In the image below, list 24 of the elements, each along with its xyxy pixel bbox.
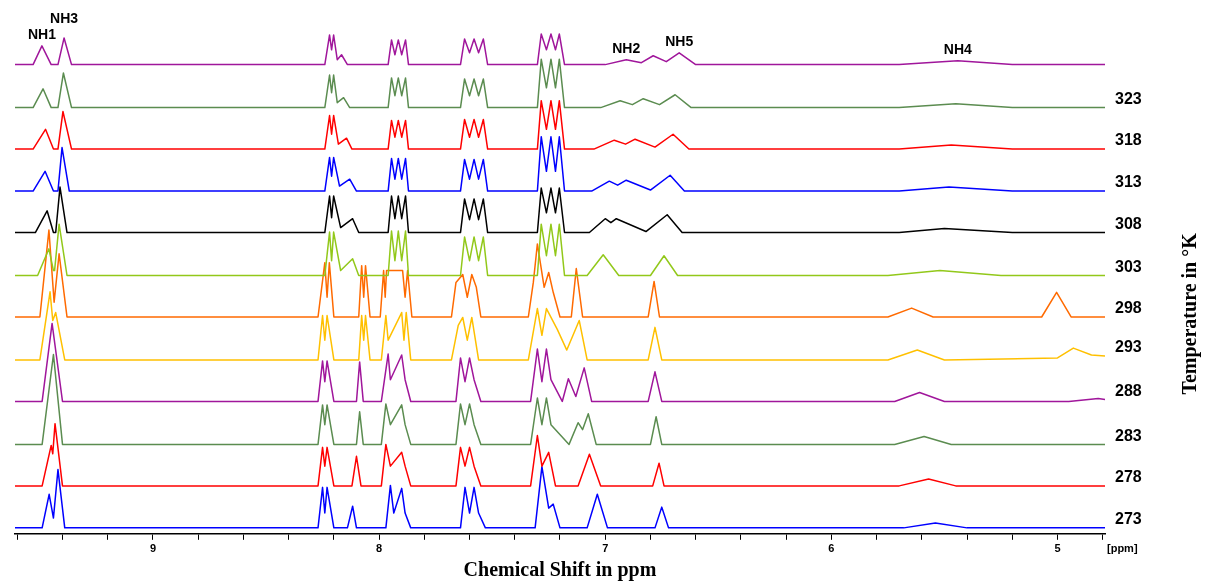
series-label: 273 (1115, 510, 1142, 528)
y-axis-title: Temperature in °K (1178, 232, 1202, 395)
x-axis-title: Chemical Shift in ppm (463, 558, 657, 582)
annotation: NH4 (943, 40, 972, 57)
series-label: 318 (1115, 131, 1142, 149)
series-label: 293 (1115, 338, 1142, 356)
series-label: 323 (1115, 89, 1142, 107)
annotation: NH5 (665, 32, 694, 49)
x-tick-label: 9 (149, 542, 157, 555)
annotation: NH3 (50, 9, 79, 26)
x-tick-label: 7 (602, 542, 609, 555)
x-tick-label: 6 (828, 542, 835, 555)
series-label: 283 (1115, 426, 1142, 444)
series-label: 278 (1115, 468, 1142, 486)
annotation: NH2 (612, 39, 641, 56)
annotation: NH1 (27, 25, 57, 42)
x-tick-label: 5 (1054, 542, 1061, 555)
series-label: 308 (1115, 214, 1142, 232)
series-label: 313 (1115, 173, 1142, 191)
text: [ppm] (1107, 542, 1138, 555)
series-label: 288 (1115, 381, 1142, 399)
series-label: 303 (1115, 257, 1142, 275)
x-tick-label: 8 (376, 542, 383, 555)
series-label: 298 (1115, 299, 1142, 317)
